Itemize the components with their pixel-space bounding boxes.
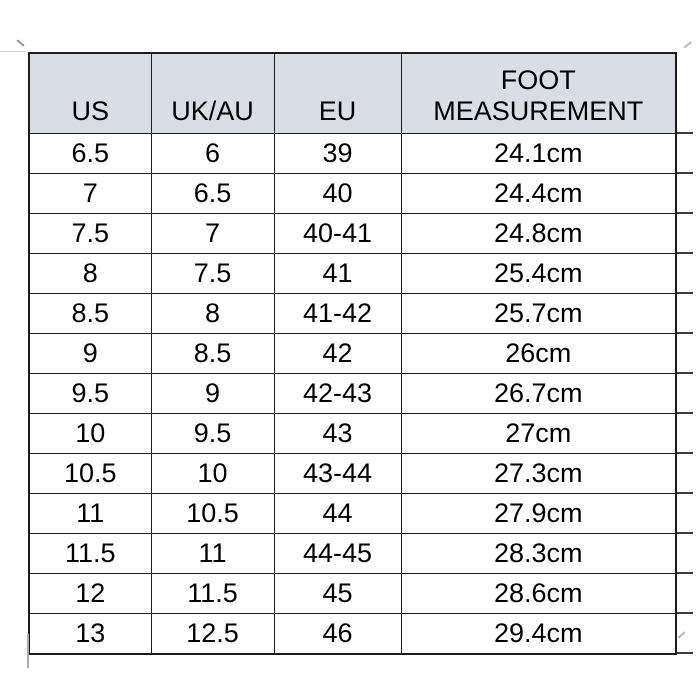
table-cell: 44-45 [273, 533, 402, 574]
table-cell: 11.5 [150, 573, 275, 614]
table-cell: 46 [273, 613, 402, 655]
table-cell: 9 [28, 333, 152, 374]
table-cell: 10.5 [28, 453, 152, 494]
table-cell: 12.5 [150, 613, 275, 655]
size-conversion-table: US UK/AU EU FOOT MEASUREMENT 6.5 6 39 24.1c… [28, 52, 694, 655]
table-row: 9 8.5 42 26cm [28, 333, 694, 375]
table-row: 7.5 7 40-41 24.8cm [28, 213, 694, 255]
table-row: 6.5 6 39 24.1cm [28, 133, 694, 175]
table-cell: 24.8cm [400, 213, 694, 255]
table-cell: 25.4cm [400, 253, 694, 295]
table-row: 8.5 8 41-42 25.7cm [28, 293, 694, 335]
column-header-foot-measurement: FOOT MEASUREMENT [400, 52, 694, 134]
table-cell: 24.1cm [400, 133, 694, 175]
table-cell: 42-43 [273, 373, 402, 414]
table-cell: 10 [28, 413, 152, 454]
table-cell: 8.5 [150, 333, 275, 374]
table-cell: 7.5 [150, 253, 275, 294]
corner-tick-artifact [677, 631, 686, 639]
table-cell: 11 [28, 493, 152, 534]
table-cell: 8 [28, 253, 152, 294]
table-cell: 24.4cm [400, 173, 694, 215]
table-cell: 8.5 [28, 293, 152, 334]
table-cell: 11.5 [28, 533, 152, 574]
table-row: 11 10.5 44 27.9cm [28, 493, 694, 535]
table-cell: 41 [273, 253, 402, 294]
table-cell: 28.3cm [400, 533, 694, 575]
table-cell: 27.3cm [400, 453, 694, 495]
table-cell: 7 [28, 173, 152, 214]
column-header-label: FOOT MEASUREMENT [433, 65, 644, 126]
column-header-label: EU [318, 96, 357, 126]
table-cell: 12 [28, 573, 152, 614]
table-cell: 9 [150, 373, 275, 414]
table-row: 11.5 11 44-45 28.3cm [28, 533, 694, 575]
table-cell: 44 [273, 493, 402, 534]
table-cell: 43 [273, 413, 402, 454]
table-cell: 6.5 [28, 133, 152, 174]
table-row: 12 11.5 45 28.6cm [28, 573, 694, 615]
table-cell: 25.7cm [400, 293, 694, 335]
table-cell: 42 [273, 333, 402, 374]
header-row: US UK/AU EU FOOT MEASUREMENT [28, 52, 694, 134]
table-cell: 40 [273, 173, 402, 214]
table-cell: 40-41 [273, 213, 402, 254]
table-cell: 8 [150, 293, 275, 334]
table-row: 9.5 9 42-43 26.7cm [28, 373, 694, 415]
table-cell: 11 [150, 533, 275, 574]
table-cell: 9.5 [150, 413, 275, 454]
table-cell: 43-44 [273, 453, 402, 494]
table-cell: 27cm [400, 413, 694, 455]
table-cell: 7.5 [28, 213, 152, 254]
column-header-us: US [28, 52, 152, 134]
table-cell: 39 [273, 133, 402, 174]
column-header-label: US [71, 96, 109, 126]
table-row: 8 7.5 41 25.4cm [28, 253, 694, 295]
table-cell: 26.7cm [400, 373, 694, 415]
corner-tick-artifact [16, 39, 25, 47]
table-row: 7 6.5 40 24.4cm [28, 173, 694, 215]
table-cell: 9.5 [28, 373, 152, 414]
table-cell: 10 [150, 453, 275, 494]
table-row: 13 12.5 46 29.4cm [28, 613, 694, 655]
table-cell: 6 [150, 133, 275, 174]
column-header-eu: EU [273, 52, 402, 134]
table-cell: 6.5 [150, 173, 275, 214]
table-row: 10.5 10 43-44 27.3cm [28, 453, 694, 495]
table-cell: 26cm [400, 333, 694, 375]
column-header-uk-au: UK/AU [150, 52, 275, 134]
table-cell: 45 [273, 573, 402, 614]
table-cell: 7 [150, 213, 275, 254]
table-cell: 29.4cm [400, 613, 694, 655]
table-row: 10 9.5 43 27cm [28, 413, 694, 455]
table-cell: 41-42 [273, 293, 402, 334]
corner-tick-artifact [683, 41, 692, 49]
table-cell: 10.5 [150, 493, 275, 534]
column-header-label: UK/AU [171, 96, 254, 126]
table-cell: 28.6cm [400, 573, 694, 615]
table-body: 6.5 6 39 24.1cm 7 6.5 40 24.4cm 7.5 7 40-41 24.8cm 8… [28, 133, 694, 655]
table-cell: 13 [28, 613, 152, 655]
faint-gridline-artifact [0, 51, 26, 52]
table-cell: 27.9cm [400, 493, 694, 535]
